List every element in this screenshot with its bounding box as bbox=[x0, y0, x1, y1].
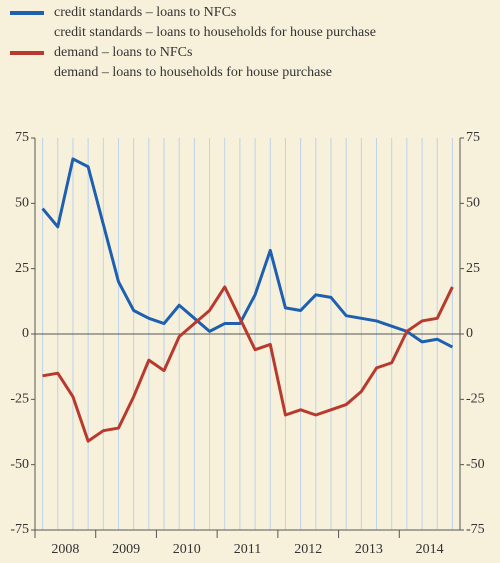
x-tick-label: 2012 bbox=[294, 542, 322, 557]
x-tick-label: 2008 bbox=[51, 542, 79, 557]
y-tick-label: 25 bbox=[15, 261, 29, 276]
y2-tick-label: -25 bbox=[466, 392, 485, 407]
y-tick-label: 75 bbox=[15, 130, 29, 145]
y2-tick-label: -50 bbox=[466, 457, 485, 472]
series-line bbox=[41, 157, 454, 349]
y-tick-label: 0 bbox=[22, 326, 29, 341]
y2-tick-label: 50 bbox=[466, 196, 480, 211]
y2-tick-label: 25 bbox=[466, 261, 480, 276]
x-tick-label: 2010 bbox=[173, 542, 201, 557]
x-tick-label: 2014 bbox=[416, 542, 444, 557]
y-tick-label: 50 bbox=[15, 196, 29, 211]
legend-label: demand – loans to NFCs bbox=[54, 45, 192, 60]
x-tick-label: 2013 bbox=[355, 542, 383, 557]
y2-tick-label: 75 bbox=[466, 130, 480, 145]
x-tick-label: 2009 bbox=[112, 542, 140, 557]
legend-label: credit standards – loans to households f… bbox=[54, 25, 376, 40]
y-tick-label: -75 bbox=[10, 522, 29, 537]
legend-label: credit standards – loans to NFCs bbox=[54, 5, 236, 20]
x-tick-label: 2011 bbox=[234, 542, 261, 557]
y2-tick-label: -75 bbox=[466, 522, 485, 537]
y-tick-label: -25 bbox=[10, 392, 29, 407]
legend-label: demand – loans to households for house p… bbox=[54, 65, 332, 80]
y-tick-label: -50 bbox=[10, 457, 29, 472]
y2-tick-label: 0 bbox=[466, 326, 473, 341]
series-line bbox=[42, 285, 454, 443]
